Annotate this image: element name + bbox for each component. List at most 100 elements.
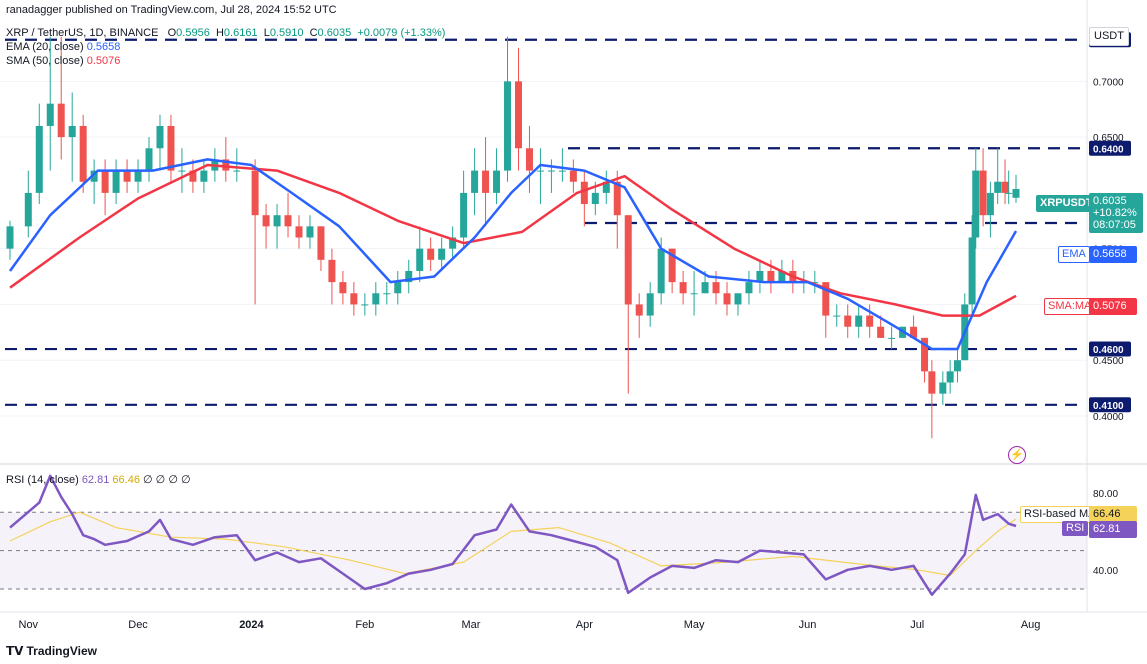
ema-legend[interactable]: EMA (20, close) 0.5658 — [6, 41, 120, 53]
candle-body — [972, 170, 980, 238]
candle-body — [262, 215, 270, 227]
lightning-icon[interactable]: ⚡ — [1008, 446, 1026, 464]
level-price-label: 0.4600 — [1093, 345, 1124, 356]
candle-body — [284, 215, 292, 227]
candle-body — [986, 192, 994, 216]
candle-body — [317, 226, 325, 260]
candle-body — [778, 270, 786, 283]
moving-average-lines — [8, 158, 1018, 351]
candle-body — [493, 170, 501, 193]
candle-body — [90, 170, 98, 182]
ema-legend-value: 0.5658 — [86, 41, 121, 53]
candle-body — [939, 382, 947, 394]
sma-line — [9, 163, 1017, 317]
rsi-line — [9, 474, 1017, 596]
candle-body — [745, 282, 753, 294]
ema-line — [8, 158, 1018, 351]
ema-tag: EMA — [1058, 246, 1090, 263]
rsi-ma-legend-value: 66.46 — [112, 474, 140, 486]
ohlc-open: 0.5956 — [176, 27, 210, 39]
tradingview-mark-icon: 𝗧𝗩 — [6, 644, 24, 658]
symbol-title[interactable]: XRP / TetherUS, 1D, BINANCE — [6, 27, 159, 39]
ohlc-high: 0.6161 — [223, 27, 258, 39]
candle-body — [504, 81, 512, 171]
sma-tag: SMA:MA — [1044, 298, 1096, 315]
tradingview-logo: 𝗧𝗩 TradingView — [6, 644, 97, 658]
candle-body — [580, 181, 588, 205]
time-tick-label: Jul — [910, 619, 924, 631]
candle-body — [167, 125, 175, 171]
candle-body — [921, 337, 929, 372]
candle-body — [734, 293, 742, 305]
ohlc-h-label: H — [215, 27, 224, 39]
price-gridlines — [0, 80, 1087, 417]
rsi-price-label: 62.81 — [1089, 521, 1137, 538]
candle-body — [624, 215, 632, 305]
level-price-label: 0.6400 — [1093, 144, 1124, 155]
candle-body — [514, 81, 522, 149]
candle-body — [328, 259, 336, 283]
candle-body — [482, 170, 490, 193]
ohlc-o-label: O — [167, 27, 177, 39]
rsi-ma-tag: RSI-based MA — [1020, 506, 1100, 523]
rsi-legend-value: 62.81 — [81, 474, 110, 486]
candle-body — [701, 282, 709, 294]
candle-body — [295, 226, 303, 238]
candle-body — [525, 148, 533, 171]
candle-body — [24, 192, 32, 227]
candle-body — [46, 103, 54, 126]
candle-body — [635, 304, 643, 316]
candle-body — [844, 315, 852, 327]
candle-body — [811, 282, 819, 284]
candle-body — [79, 125, 87, 182]
candle-body — [877, 326, 885, 338]
candle-body — [1005, 192, 1013, 194]
candle-body — [233, 170, 241, 172]
candle-body — [928, 371, 936, 394]
candle-body — [979, 170, 987, 216]
candle-body — [712, 282, 720, 294]
candle-body — [547, 170, 555, 172]
level-price-tag — [1089, 140, 1131, 156]
candle-body — [306, 226, 314, 238]
candle-body — [558, 170, 566, 172]
candle-body — [460, 192, 468, 238]
candle-body — [427, 248, 435, 260]
rsi-ma-price-label: 66.46 — [1089, 506, 1137, 523]
candle-body — [1001, 181, 1009, 193]
candle-body — [68, 125, 76, 138]
time-axis: Nov Dec 2024 Feb Mar Apr May Jun Jul Aug — [19, 619, 1041, 631]
candle-body — [394, 282, 402, 294]
candle-body — [690, 293, 698, 295]
price-tick-label: 0.4500 — [1093, 356, 1124, 367]
candlestick-series — [6, 36, 1020, 439]
candle-body — [591, 192, 599, 205]
candle-body — [1012, 188, 1020, 198]
currency-button[interactable]: USDT — [1089, 27, 1129, 46]
last-price: 0.6035 — [1093, 195, 1127, 207]
candle-body — [910, 326, 918, 338]
rsi-legend-na-3: ∅ — [168, 474, 178, 486]
candle-body — [178, 170, 186, 172]
candle-body — [156, 125, 164, 149]
time-tick-label: Apr — [576, 619, 593, 631]
candle-body — [833, 315, 841, 317]
sma-legend[interactable]: SMA (50, close) 0.5076 — [6, 55, 120, 67]
candle-body — [361, 304, 369, 306]
candle-body — [405, 270, 413, 283]
candle-body — [123, 170, 131, 182]
candle-body — [679, 282, 687, 294]
rsi-legend[interactable]: RSI (14, close) 62.81 66.46 ∅ ∅ ∅ ∅ — [6, 473, 191, 486]
candle-body — [756, 270, 764, 283]
price-tick-label: 0.6500 — [1093, 133, 1124, 144]
level-price-label: 0.4100 — [1093, 401, 1124, 412]
candle-body — [35, 125, 43, 193]
symbol-line: XRP / TetherUS, 1D, BINANCE O0.5956 H0.6… — [6, 27, 445, 39]
candle-body — [438, 248, 446, 260]
rsi-legend-na-2: ∅ — [155, 474, 166, 486]
candle-body — [994, 181, 1002, 193]
rsi-legend-na-4: ∅ — [180, 474, 191, 486]
candle-body — [339, 282, 347, 294]
candle-body — [251, 170, 259, 216]
